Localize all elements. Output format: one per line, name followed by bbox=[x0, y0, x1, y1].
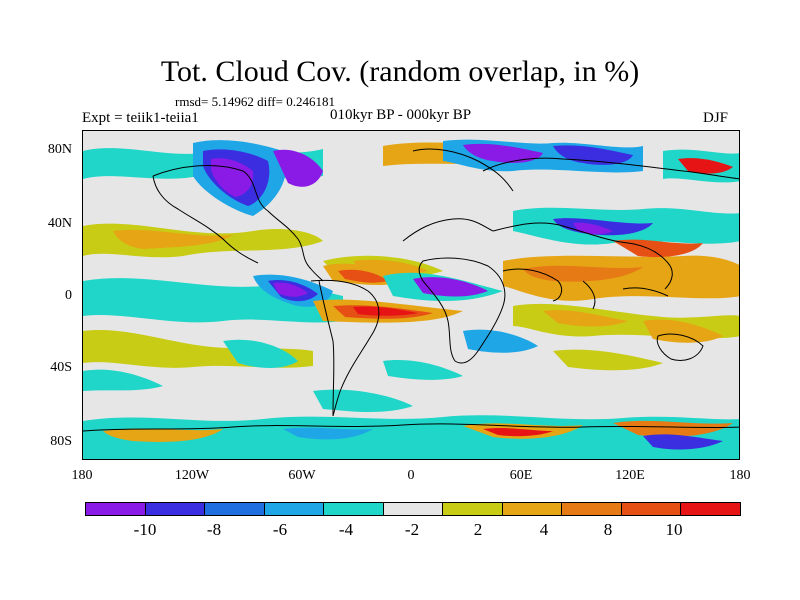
colorbar-segment bbox=[205, 503, 265, 515]
colorbar-segment bbox=[383, 503, 444, 515]
colorbar-label: -2 bbox=[404, 520, 420, 539]
map-title: Tot. Cloud Cov. (random overlap, in %) bbox=[160, 55, 640, 88]
colorbar-label: 4 bbox=[539, 520, 549, 539]
colorbar-label: -8 bbox=[206, 520, 222, 539]
lon-label-120e: 120E bbox=[615, 468, 645, 483]
southern-midlat-anomalies bbox=[83, 319, 723, 413]
colorbar-segment bbox=[264, 503, 325, 515]
map-panel bbox=[82, 130, 740, 460]
colorbar-segment bbox=[681, 503, 741, 515]
lon-label-0: 0 bbox=[407, 468, 415, 483]
cloud-cover-map bbox=[83, 131, 739, 459]
lon-label-120w: 120W bbox=[174, 468, 210, 483]
colorbar-segment bbox=[502, 503, 563, 515]
colorbar-segment bbox=[86, 503, 146, 515]
colorbar-label: -4 bbox=[338, 520, 354, 539]
colorbar-label: -6 bbox=[272, 520, 288, 539]
colorbar-label: -10 bbox=[133, 520, 157, 539]
lat-label-eq: 0 bbox=[65, 288, 72, 303]
period-label: 010kyr BP - 000kyr BP bbox=[330, 107, 472, 123]
lon-label-180e: 180 bbox=[729, 468, 751, 483]
lon-label-60e: 60E bbox=[509, 468, 533, 483]
colorbar-label: 10 bbox=[665, 520, 683, 539]
colorbar-segment bbox=[145, 503, 206, 515]
lat-label-80n: 80N bbox=[47, 142, 72, 157]
lon-label-60w: 60W bbox=[288, 468, 316, 483]
colorbar-segment bbox=[324, 503, 384, 515]
colorbar-label: 8 bbox=[603, 520, 613, 539]
lat-label-40s: 40S bbox=[50, 360, 72, 375]
season-label: DJF bbox=[703, 110, 729, 126]
tropical-anomalies bbox=[83, 239, 739, 368]
antarctic-anomalies bbox=[83, 415, 739, 459]
lon-label-180w: 180 bbox=[71, 468, 93, 483]
experiment-label: Expt = teiik1-teiia1 bbox=[82, 110, 199, 126]
arctic-anomalies bbox=[83, 139, 739, 216]
colorbar bbox=[85, 502, 741, 516]
colorbar-segment bbox=[621, 503, 682, 515]
stats-line: rmsd= 5.14962 diff= 0.246181 bbox=[175, 94, 335, 109]
lat-label-80s: 80S bbox=[50, 434, 72, 449]
northern-midlat-anomalies bbox=[83, 207, 739, 281]
colorbar-segment bbox=[443, 503, 503, 515]
colorbar-label: 2 bbox=[473, 520, 483, 539]
lat-label-40n: 40N bbox=[47, 216, 72, 231]
colorbar-segment bbox=[562, 503, 622, 515]
coastlines bbox=[83, 148, 739, 432]
